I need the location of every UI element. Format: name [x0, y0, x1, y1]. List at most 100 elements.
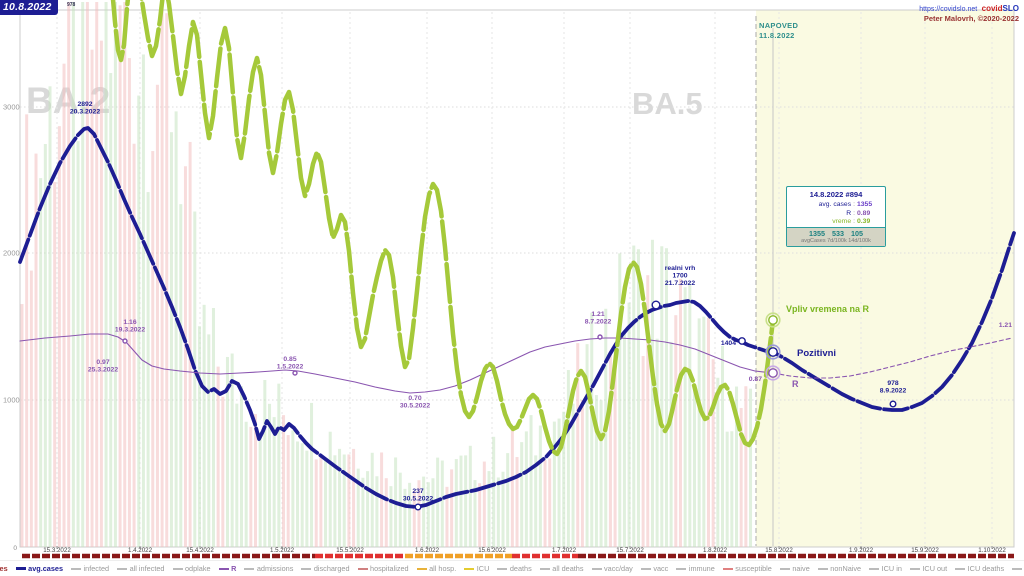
x-tick-label: 1.4.2022 [128, 547, 153, 554]
brand-covid: covid [981, 4, 1003, 13]
daily-case-bar [384, 478, 388, 547]
legend-dash-icon [218, 567, 229, 570]
x-tick-label: 1.10.2022 [978, 547, 1006, 554]
legend-item-infected[interactable]: infected [71, 564, 109, 573]
daily-case-bar [193, 211, 197, 547]
legend-item-admissions[interactable]: admissions [244, 564, 293, 573]
daily-case-bar [202, 304, 206, 547]
site-credits: https://covidslo.net covidSLO Peter Malo… [919, 2, 1019, 23]
legend-dash-icon [464, 567, 475, 570]
x-tick-label: 15.3.2022 [43, 547, 71, 554]
legend-item-naive[interactable]: naive [779, 564, 810, 573]
daily-case-bar [454, 459, 458, 547]
daily-case-bar [562, 411, 566, 547]
daily-case-bar [473, 480, 477, 547]
legend-item-label: admissions [256, 564, 294, 573]
daily-case-bar [99, 40, 103, 548]
legend-item-all-icu[interactable]: all ICU [1012, 564, 1024, 573]
legend-item-label: cases [0, 564, 8, 573]
legend-dash-icon [591, 567, 602, 570]
daily-case-bar [249, 426, 253, 547]
legend-item-all-hosp-[interactable]: all hosp. [416, 564, 456, 573]
legend-item-hospitalized[interactable]: hospitalized [357, 564, 409, 573]
daily-case-bar [286, 435, 290, 547]
avg-cases-line [18, 126, 1016, 509]
legend-item-discharged[interactable]: discharged [301, 564, 350, 573]
info-box-title: 14.8.2022 #894 [809, 190, 863, 199]
daily-case-bar [53, 182, 57, 547]
x-tick-label: 15.7.2022 [616, 547, 644, 554]
daily-case-bar [282, 415, 286, 547]
legend-dash-icon [676, 567, 687, 570]
daily-case-bar [510, 430, 514, 547]
daily-case-bar [445, 486, 449, 547]
daily-case-bar [197, 326, 201, 547]
legend-item-odplake[interactable]: odplake [172, 564, 211, 573]
annotation-r-1-21: 1.21 8.7.2022 [585, 311, 612, 326]
daily-case-bar [39, 178, 43, 547]
legend-item-deaths[interactable]: deaths [497, 564, 532, 573]
legend-item-r[interactable]: R [218, 564, 236, 573]
legend-item-all-infected[interactable]: all infected [117, 564, 165, 573]
legend-item-icu-deaths[interactable]: ICU deaths [955, 564, 1004, 573]
daily-case-bar [688, 283, 692, 547]
info-label: avg. cases [818, 201, 852, 208]
daily-case-bar [590, 312, 594, 547]
legend-item-immune[interactable]: immune [676, 564, 715, 573]
legend-item-label: all infected [129, 564, 165, 573]
data-point-marker [768, 315, 778, 325]
legend-item-vacc-day[interactable]: vacc/day [591, 564, 633, 573]
legend-item-all-deaths[interactable]: all deaths [539, 564, 584, 573]
legend-item-susceptible[interactable]: susceptible [722, 564, 772, 573]
daily-case-bar [646, 275, 650, 547]
daily-case-bar [300, 443, 304, 547]
legend-dash-icon [640, 567, 651, 570]
legend-item-vacc[interactable]: vacc [640, 564, 669, 573]
daily-case-bar [375, 476, 379, 547]
x-tick-label: 1.8.2022 [703, 547, 728, 554]
legend-item-label: ICU deaths [967, 564, 1005, 573]
daily-case-bar [683, 287, 687, 547]
daily-case-bar [244, 421, 248, 547]
legend-item-label: vacc [653, 564, 669, 573]
legend-item-icu-in[interactable]: ICU in [869, 564, 902, 573]
daily-case-bar [627, 302, 631, 547]
legend-item-label: all deaths [552, 564, 584, 573]
annotation-r-0-70: 0.70 30.5.2022 [400, 395, 430, 410]
daily-case-bar [725, 431, 729, 547]
date-badge: 10.8.2022 [0, 0, 58, 15]
daily-case-bar [137, 95, 141, 547]
forecast-region [756, 10, 1014, 547]
daily-case-bar [188, 141, 192, 548]
daily-case-bar [440, 460, 444, 547]
daily-case-bar [702, 316, 706, 547]
daily-case-bar [739, 407, 743, 547]
daily-case-bar [636, 249, 640, 547]
daily-case-bar [501, 471, 505, 547]
legend-item-nonnaive[interactable]: nonNaive [817, 564, 861, 573]
legend-item-avg-cases[interactable]: avg.cases [15, 564, 63, 573]
legend-dash-icon [779, 567, 790, 570]
daily-case-bar [716, 377, 720, 547]
daily-case-bar [538, 425, 542, 547]
legend-item-label: naive [792, 564, 810, 573]
daily-case-bar [118, 5, 122, 548]
daily-case-bar [487, 471, 491, 547]
daily-case-bar [543, 459, 547, 547]
legend-dash-icon [71, 567, 82, 570]
daily-case-bar [141, 54, 145, 548]
daily-case-bar [622, 332, 626, 547]
forecast-label-date: 11.8.2022 [759, 30, 795, 40]
legend-item-cases[interactable]: cases [0, 564, 8, 573]
legend-item-icu-out[interactable]: ICU out [909, 564, 948, 573]
data-point-marker [597, 334, 603, 340]
daily-case-bar [594, 395, 598, 547]
legend-item-label: susceptible [735, 564, 772, 573]
legend-dash-icon [416, 567, 427, 570]
annotation-label-pozitivni: Pozitivni [797, 348, 836, 359]
legend-item-icu[interactable]: ICU [464, 564, 489, 573]
site-link[interactable]: https://covidslo.net [919, 6, 978, 13]
daily-case-bar [632, 245, 636, 547]
legend-item-label: ICU out [922, 564, 948, 573]
